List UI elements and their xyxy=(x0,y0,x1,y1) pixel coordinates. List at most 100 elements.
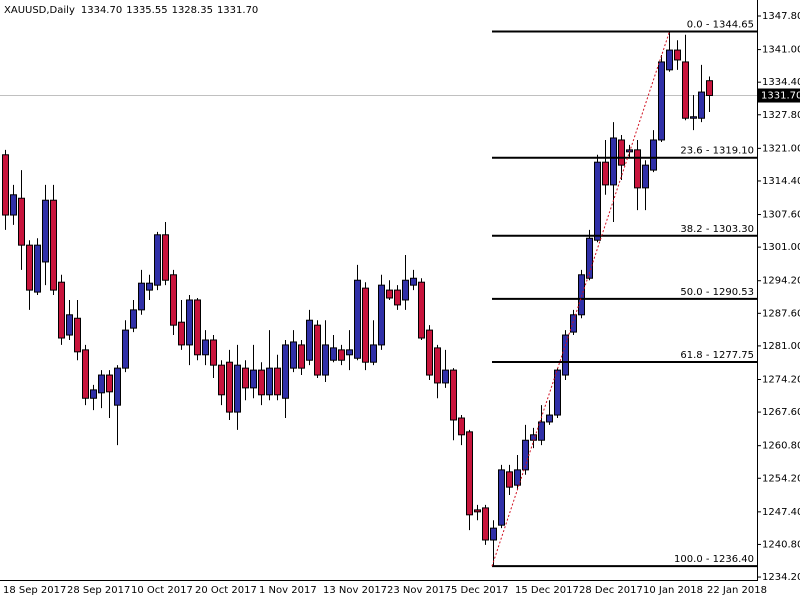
candle-body xyxy=(706,80,713,97)
y-tick-label: 1247.40 xyxy=(762,507,800,518)
fib-level-label: 50.0 - 1290.53 xyxy=(680,287,754,298)
candle-body xyxy=(618,139,625,166)
candle-body xyxy=(594,161,601,241)
candle-body xyxy=(634,149,641,189)
candle-body xyxy=(114,367,121,406)
y-tick-label: 1341.00 xyxy=(762,45,800,56)
y-tick-label: 1301.00 xyxy=(762,242,800,253)
close-text: 1331.70 xyxy=(217,5,258,16)
y-tick-label: 1334.40 xyxy=(762,77,800,88)
candle-body xyxy=(378,284,385,346)
candle-body xyxy=(450,369,457,421)
candle-body xyxy=(362,287,369,363)
candle-body xyxy=(330,347,337,361)
y-tick-label: 1327.80 xyxy=(762,110,800,121)
candle-body xyxy=(642,164,649,189)
candle-body xyxy=(514,469,521,486)
x-tick-label: 20 Oct 2017 xyxy=(195,585,257,596)
current-price-box xyxy=(758,88,800,103)
candle-body xyxy=(234,364,241,413)
candle-body xyxy=(282,344,289,399)
y-tick-label: 1254.20 xyxy=(762,473,800,484)
candle-body xyxy=(218,364,225,396)
candle-body xyxy=(658,61,665,141)
candle-body xyxy=(666,49,673,71)
current-price-label: 1331.70 xyxy=(761,91,800,102)
candle-body xyxy=(682,61,689,119)
candle-body xyxy=(18,197,25,246)
candle-body xyxy=(306,319,313,361)
candle-body xyxy=(98,374,105,394)
candle-body xyxy=(266,367,273,396)
plot-area: 0.0 - 1344.65 23.6 - 1319.10 38.2 - 1303.3… xyxy=(0,20,757,568)
candle-body xyxy=(210,339,217,366)
candle-body xyxy=(170,274,177,326)
candle-body xyxy=(338,349,345,361)
candle-body xyxy=(26,244,33,291)
candle-body xyxy=(650,139,657,171)
candle-body xyxy=(370,344,377,363)
high-text: 1335.55 xyxy=(126,5,167,16)
candle-body xyxy=(138,282,145,311)
candle-body xyxy=(162,234,169,281)
candle-body xyxy=(122,329,129,369)
candle-body xyxy=(426,329,433,376)
fib-trend-line xyxy=(491,31,670,567)
candle-body xyxy=(386,289,393,299)
candle-body xyxy=(322,344,329,376)
candle-body xyxy=(442,369,449,384)
y-tick-label: 1307.60 xyxy=(762,210,800,221)
candle-body xyxy=(506,471,513,488)
y-tick-label: 1347.80 xyxy=(762,11,800,22)
x-tick-label: 5 Dec 2017 xyxy=(451,585,509,596)
candle-body xyxy=(586,237,593,279)
y-tick-label: 1234.20 xyxy=(762,572,800,583)
x-tick-label: 13 Nov 2017 xyxy=(323,585,387,596)
candle-body xyxy=(154,234,161,286)
x-tick-label: 10 Oct 2017 xyxy=(131,585,193,596)
fib-level-label: 38.2 - 1303.30 xyxy=(680,224,754,235)
candle-body xyxy=(346,349,353,356)
candle-body xyxy=(258,369,265,396)
fib-level-label: 0.0 - 1344.65 xyxy=(687,20,754,31)
candle-body xyxy=(242,367,249,389)
candle-body xyxy=(66,314,73,336)
candle-body xyxy=(434,347,441,384)
candle-body xyxy=(274,367,281,396)
candle-body xyxy=(290,341,297,369)
candle-body xyxy=(130,309,137,329)
x-tick-label: 23 Nov 2017 xyxy=(387,585,451,596)
candle-body xyxy=(466,431,473,516)
candle-body xyxy=(546,414,553,423)
candle-body xyxy=(314,324,321,376)
candle-body xyxy=(202,339,209,356)
fib-level-label: 100.0 - 1236.40 xyxy=(674,554,754,565)
candle-body xyxy=(690,116,697,119)
candle-body xyxy=(490,527,497,541)
candle-body xyxy=(522,439,529,471)
y-tick-label: 1287.60 xyxy=(762,308,800,319)
candle-body xyxy=(82,349,89,399)
candle-body xyxy=(226,361,233,413)
candle-body xyxy=(418,281,425,339)
candle-body xyxy=(146,282,153,291)
x-tick-label: 28 Sep 2017 xyxy=(67,585,130,596)
candle-body xyxy=(610,137,617,186)
y-tick-label: 1260.80 xyxy=(762,441,800,452)
open-text: 1334.70 xyxy=(81,5,122,16)
candle-body xyxy=(474,509,481,513)
candle-body xyxy=(186,299,193,346)
candle-body xyxy=(578,274,585,316)
candle-body xyxy=(178,321,185,346)
candle-body xyxy=(250,369,257,389)
candle-body xyxy=(42,199,49,263)
candle-body xyxy=(2,154,9,216)
y-tick-label: 1281.00 xyxy=(762,341,800,352)
x-tick-label: 18 Sep 2017 xyxy=(3,585,66,596)
candle-body xyxy=(34,244,41,293)
x-tick-label: 22 Jan 2018 xyxy=(707,585,767,596)
y-tick-label: 1314.40 xyxy=(762,176,800,187)
y-tick-label: 1274.20 xyxy=(762,374,800,385)
y-tick-label: 1294.20 xyxy=(762,276,800,287)
